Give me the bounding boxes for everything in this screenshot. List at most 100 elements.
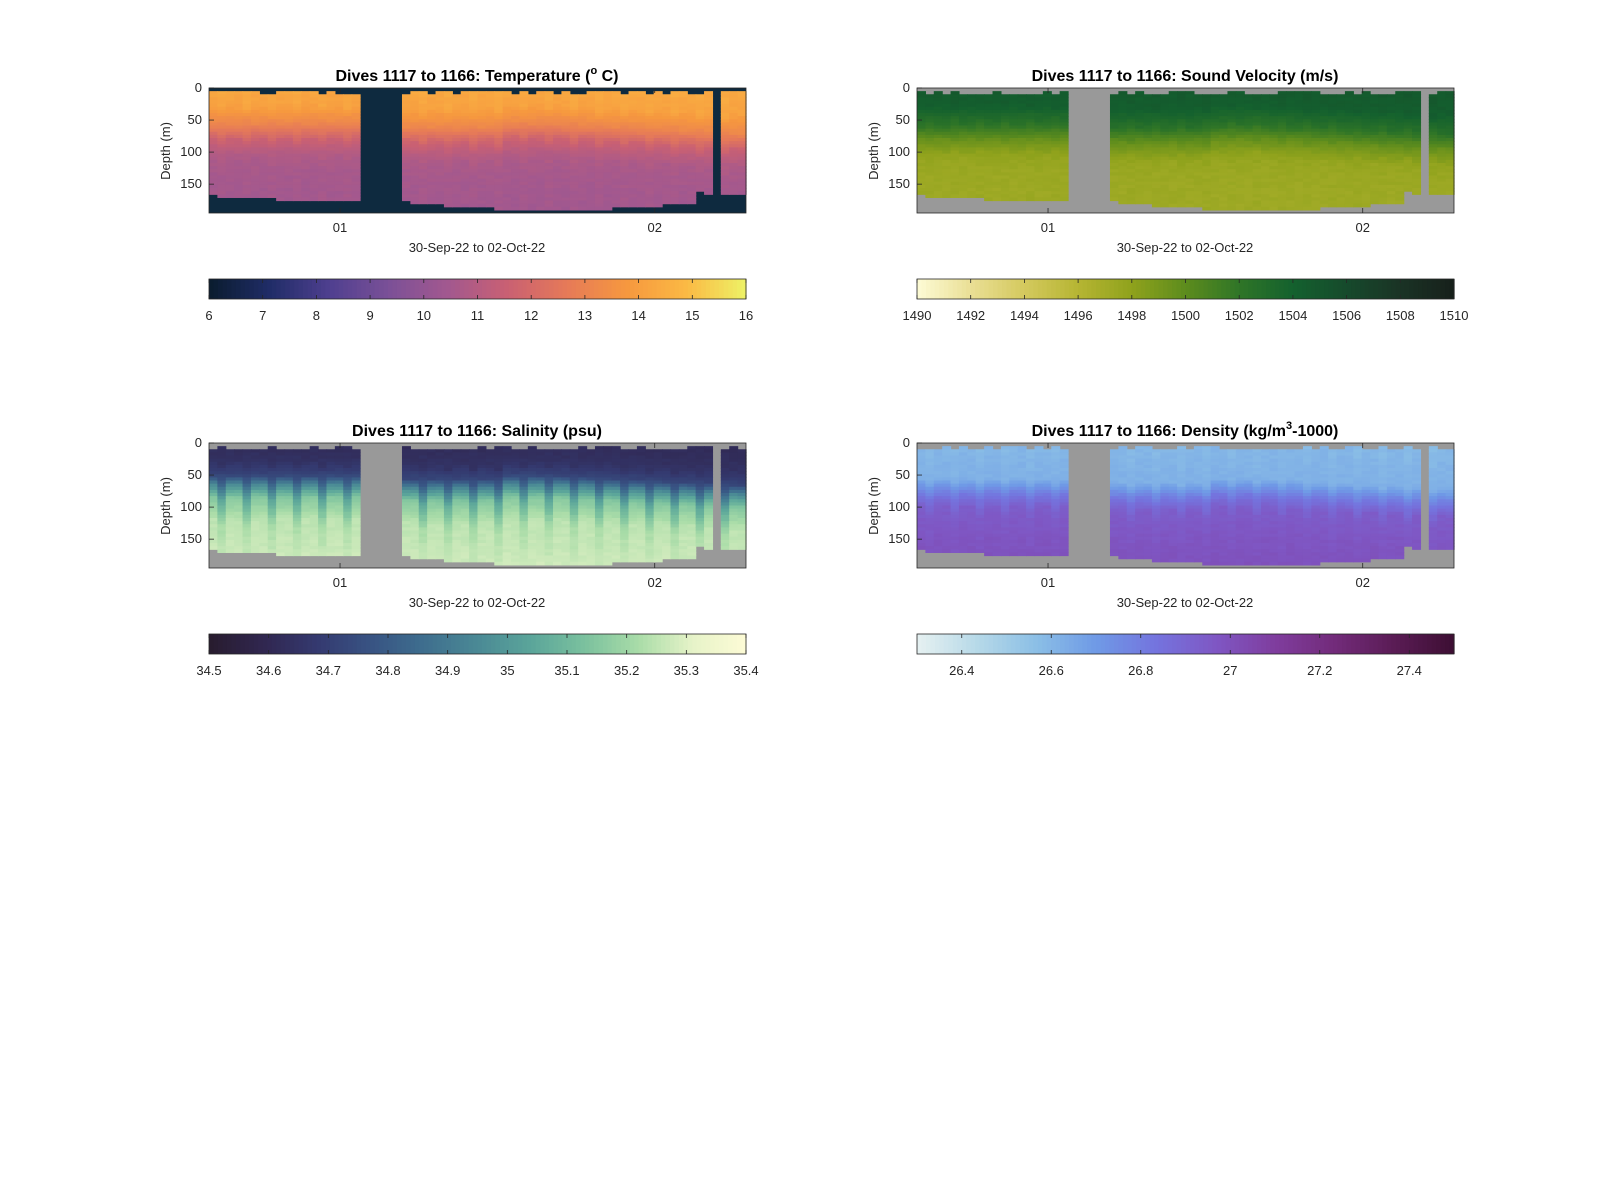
sound-velocity-cell xyxy=(1277,178,1287,183)
temperature-cell xyxy=(729,188,739,192)
salinity-cell xyxy=(318,471,328,475)
temperature-cell xyxy=(662,144,672,148)
salinity-cell xyxy=(250,477,260,482)
sound-velocity-cell xyxy=(1026,153,1036,158)
sound-velocity-cell xyxy=(1428,97,1438,102)
temperature-cell xyxy=(217,191,227,195)
sound-velocity-cell xyxy=(1193,175,1203,180)
sound-velocity-cell xyxy=(1177,125,1187,130)
temperature-cell xyxy=(435,153,445,158)
sound-velocity-cell xyxy=(1185,175,1195,180)
temperature-cell xyxy=(418,166,428,170)
sound-velocity-cell xyxy=(1319,203,1329,208)
sound-velocity-cell xyxy=(1294,188,1304,192)
temperature-colorbar-swatch xyxy=(432,279,438,299)
temperature-cell xyxy=(611,175,621,180)
sound-velocity-colorbar-swatch xyxy=(961,279,967,299)
salinity-cell xyxy=(250,493,260,497)
sound-velocity-cell xyxy=(1000,194,1010,198)
temperature-cell xyxy=(334,134,344,139)
temperature-cell xyxy=(594,159,604,164)
temperature-cell xyxy=(544,147,554,152)
sound-velocity-cell xyxy=(1395,188,1405,192)
temperature-cell xyxy=(301,141,311,145)
temperature-cell xyxy=(284,109,294,114)
sound-velocity-cell xyxy=(1412,122,1422,127)
temperature-cell xyxy=(670,147,680,152)
salinity-cell xyxy=(217,480,227,485)
sound-velocity-cell xyxy=(1042,163,1052,167)
sound-velocity-cell xyxy=(942,103,952,108)
sound-velocity-cell xyxy=(1403,178,1413,183)
sound-velocity-cell xyxy=(1361,125,1371,130)
temperature-cell xyxy=(418,144,428,148)
salinity-cell xyxy=(318,496,328,500)
salinity-cell xyxy=(250,508,260,513)
temperature-cell xyxy=(318,153,328,158)
temperature-cell xyxy=(477,128,487,133)
sound-velocity-cell xyxy=(1168,122,1178,127)
temperature-cell xyxy=(704,150,714,155)
temperature-cell xyxy=(611,181,621,186)
sound-velocity-cell xyxy=(1437,100,1447,105)
sound-velocity-cell xyxy=(1059,178,1069,183)
sound-velocity-cell xyxy=(992,109,1002,114)
temperature-cell xyxy=(418,169,428,173)
temperature-cell xyxy=(603,159,613,164)
sound-velocity-cell xyxy=(1336,200,1346,205)
salinity-cell xyxy=(267,546,277,550)
temperature-cell xyxy=(628,175,638,180)
temperature-cell xyxy=(410,175,420,180)
salinity-cell xyxy=(250,452,260,457)
temperature-cell xyxy=(628,103,638,108)
sound-velocity-cell xyxy=(925,169,935,173)
sound-velocity-cell xyxy=(1000,197,1010,202)
sound-velocity-ytick-label: 100 xyxy=(888,144,910,159)
salinity-cell xyxy=(225,480,235,485)
sound-velocity-cell xyxy=(1344,106,1354,111)
temperature-colorbar-swatch xyxy=(343,279,349,299)
salinity-cell xyxy=(209,524,218,528)
sound-velocity-cell xyxy=(984,178,994,183)
temperature-cell xyxy=(318,109,328,114)
sound-velocity-cell xyxy=(1168,97,1178,102)
sound-velocity-cell xyxy=(1193,113,1203,117)
sound-velocity-cell xyxy=(1311,94,1321,98)
sound-velocity-cell xyxy=(1151,156,1161,161)
sound-velocity-cell xyxy=(1412,166,1422,170)
temperature-cell xyxy=(578,156,588,161)
salinity-cell xyxy=(267,455,277,460)
salinity-cell xyxy=(225,527,235,532)
temperature-cell xyxy=(309,163,319,167)
sound-velocity-cell xyxy=(1344,197,1354,202)
salinity-cell xyxy=(209,530,218,535)
sound-velocity-cell xyxy=(1269,119,1279,123)
temperature-cell xyxy=(485,113,495,117)
sound-velocity-cell xyxy=(1319,106,1329,111)
sound-velocity-cell xyxy=(925,144,935,148)
sound-velocity-cell xyxy=(1277,94,1287,98)
salinity-cell xyxy=(284,486,294,491)
sound-velocity-cell xyxy=(1009,153,1019,158)
salinity-cell xyxy=(284,511,294,516)
temperature-colorbar-swatch xyxy=(535,279,541,299)
temperature-cell xyxy=(326,194,336,198)
temperature-cell xyxy=(502,138,512,142)
sound-velocity-cell xyxy=(1168,128,1178,133)
temperature-cell xyxy=(662,134,672,139)
sound-velocity-cell xyxy=(1219,159,1229,164)
sound-velocity-cell xyxy=(1026,119,1036,123)
temperature-cell xyxy=(276,166,286,170)
sound-velocity-cell xyxy=(1361,106,1371,111)
sound-velocity-cell xyxy=(1059,97,1069,102)
temperature-cell xyxy=(435,150,445,155)
sound-velocity-colorbar-label: 1506 xyxy=(1332,308,1361,323)
sound-velocity-cell xyxy=(1328,188,1338,192)
temperature-cell xyxy=(527,178,537,183)
temperature-cell xyxy=(678,159,688,164)
salinity-cell xyxy=(334,458,344,463)
temperature-cell xyxy=(343,116,353,120)
sound-velocity-cell xyxy=(1160,163,1170,167)
sound-velocity-axes-frame xyxy=(916,87,1455,214)
temperature-cell xyxy=(704,163,714,167)
